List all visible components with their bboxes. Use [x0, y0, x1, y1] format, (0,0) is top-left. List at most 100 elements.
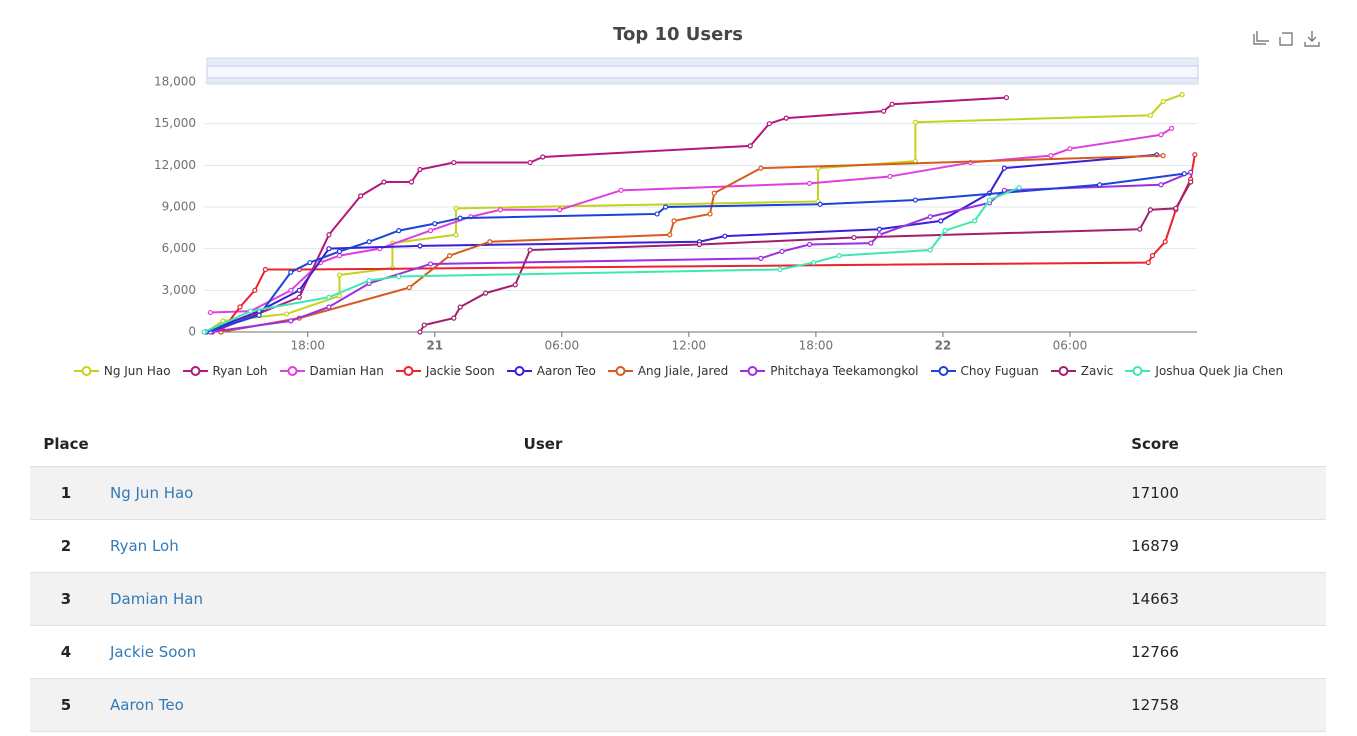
user-link[interactable]: Damian Han: [110, 590, 203, 608]
data-point: [557, 207, 563, 213]
legend-icon: [279, 366, 305, 376]
legend-item[interactable]: Choy Fuguan: [930, 364, 1039, 378]
table-cell: Ryan Loh: [102, 519, 984, 573]
table-row: 2 Ryan Loh 16879: [30, 519, 1326, 573]
x-tick-label: 21: [426, 339, 443, 353]
data-point: [527, 159, 533, 166]
data-point: [811, 259, 817, 266]
data-point: [336, 248, 343, 255]
reset-icon[interactable]: [1279, 32, 1293, 46]
data-point: [747, 143, 753, 149]
data-point: [667, 232, 673, 238]
legend-item[interactable]: Ryan Loh: [182, 364, 268, 378]
legend-item[interactable]: Joshua Quek Jia Chen: [1125, 364, 1283, 378]
user-link[interactable]: Aaron Teo: [110, 696, 184, 714]
zoom-handle[interactable]: [206, 65, 1199, 79]
legend-icon: [930, 366, 956, 376]
data-point: [288, 318, 294, 324]
data-point: [927, 247, 933, 253]
table-row: 4 Jackie Soon 12766: [30, 625, 1326, 679]
data-point: [406, 284, 412, 291]
legend-item[interactable]: Zavic: [1050, 364, 1114, 378]
data-point: [457, 215, 463, 221]
data-point: [326, 294, 332, 300]
data-point: [1003, 94, 1010, 101]
data-point: [1147, 112, 1154, 118]
data-point: [417, 243, 423, 249]
table-cell: 1: [30, 466, 102, 520]
data-point: [806, 241, 813, 248]
data-point: [783, 115, 789, 121]
data-point: [540, 154, 546, 160]
data-point: [427, 228, 434, 234]
legend-item[interactable]: Phitchaya Teekamongkol: [740, 364, 919, 378]
legend-icon: [607, 366, 633, 376]
data-point: [487, 239, 493, 245]
legend-icon: [1125, 366, 1151, 376]
data-point: [497, 207, 504, 213]
data-point: [336, 272, 343, 278]
user-link[interactable]: Jackie Soon: [110, 643, 197, 661]
data-point: [758, 255, 764, 261]
series-line: [212, 96, 1007, 333]
header-cell: Score: [984, 422, 1326, 467]
data-point: [527, 247, 533, 253]
user-link[interactable]: Ryan Loh: [110, 537, 179, 555]
data-point: [722, 233, 728, 239]
table-cell: 2: [30, 519, 102, 573]
data-point: [408, 179, 415, 185]
toolbox[interactable]: [1253, 31, 1320, 47]
data-point: [1067, 146, 1073, 152]
data-point: [366, 239, 372, 245]
table-cell: 3: [30, 572, 102, 626]
legend-label: Joshua Quek Jia Chen: [1155, 364, 1284, 378]
zoom-icon[interactable]: [1253, 31, 1269, 45]
data-point: [766, 121, 772, 127]
data-point: [453, 232, 459, 238]
legend-icon: [182, 366, 208, 376]
scoreboard: Place User Score 1 Ng Jun Hao 17100 2 Ryan L…: [30, 422, 1326, 732]
y-tick-label: 0: [188, 325, 196, 339]
data-point: [1160, 153, 1166, 159]
data-point: [421, 322, 427, 328]
data-point: [1168, 125, 1175, 131]
legend-icon: [1050, 366, 1076, 376]
legend-item[interactable]: Jackie Soon: [395, 364, 495, 378]
legend-label: Choy Fuguan: [960, 364, 1039, 378]
table-row: 3 Damian Han 14663: [30, 572, 1326, 626]
data-point: [451, 159, 457, 166]
data-point: [326, 304, 332, 310]
legend-item[interactable]: Aaron Teo: [506, 364, 596, 378]
data-point: [817, 201, 823, 207]
data-point: [986, 197, 993, 203]
series-line: [205, 93, 1183, 333]
data-point: [358, 193, 364, 199]
legend-label: Ang Jiale, Jared: [637, 364, 729, 378]
legend: Ng Jun Hao Ryan Loh Damian Han Jackie Soon A…: [0, 364, 1357, 378]
legend-label: Zavic: [1080, 364, 1114, 378]
legend-label: Aaron Teo: [536, 364, 596, 378]
data-point: [381, 179, 387, 185]
table-cell: 16879: [984, 519, 1326, 573]
y-tick-label: 9,000: [162, 200, 196, 214]
user-link[interactable]: Ng Jun Hao: [110, 484, 194, 502]
data-point: [806, 180, 813, 186]
data-point: [1158, 132, 1164, 138]
data-point: [889, 101, 895, 107]
download-icon[interactable]: [1304, 31, 1320, 47]
table-cell: Jackie Soon: [102, 625, 984, 679]
data-point: [758, 165, 764, 171]
legend-item[interactable]: Ang Jiale, Jared: [607, 364, 729, 378]
data-point: [972, 218, 978, 224]
legend-item[interactable]: Ng Jun Hao: [73, 364, 171, 378]
data-point: [1145, 259, 1151, 266]
data-point: [296, 294, 302, 300]
legend-label: Phitchaya Teekamongkol: [770, 364, 919, 378]
data-point: [1160, 98, 1166, 105]
data-point: [1173, 205, 1179, 211]
data-point: [1158, 182, 1164, 188]
legend-item[interactable]: Damian Han: [279, 364, 384, 378]
x-tick-label: 18:00: [290, 339, 325, 353]
data-point: [912, 197, 919, 203]
x-tick-label: 06:00: [1053, 339, 1088, 353]
